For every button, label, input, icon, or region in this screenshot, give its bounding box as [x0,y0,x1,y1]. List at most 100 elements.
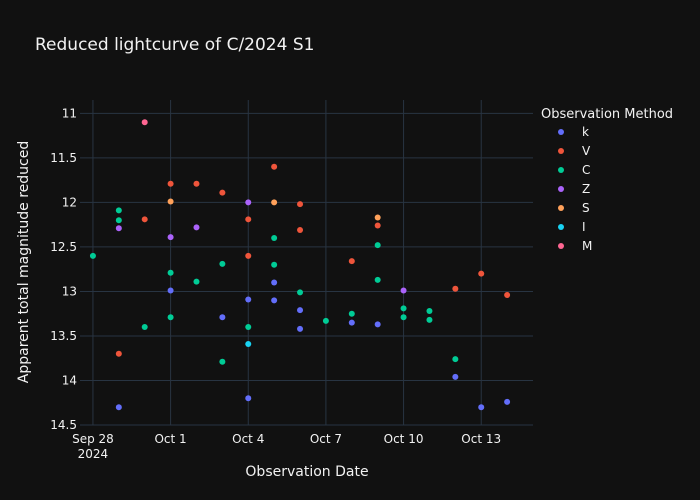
data-point-S[interactable] [167,198,174,205]
data-point-V[interactable] [504,292,511,298]
legend-item-M[interactable]: M [558,239,592,253]
data-point-V[interactable] [297,227,304,233]
data-point-V[interactable] [271,163,278,170]
data-point-C[interactable] [271,261,278,268]
y-tick-label: 12 [62,195,77,209]
data-point-M[interactable] [141,119,148,126]
legend-label: Z [582,182,590,196]
legend-marker [558,205,564,211]
x-tick-label: Oct 4 [232,432,264,446]
data-point-C[interactable] [89,252,96,259]
data-point-Z[interactable] [400,287,407,294]
data-point-C[interactable] [115,207,122,214]
data-point-C[interactable] [141,324,148,331]
legend-label: I [582,220,586,234]
data-point-C[interactable] [245,324,252,331]
data-point-C[interactable] [193,278,200,285]
data-point-V[interactable] [297,201,304,208]
x-tick-label: Oct 1 [154,432,186,446]
legend-label: M [582,239,592,253]
legend-item-Z[interactable]: Z [558,182,590,196]
legend-marker [558,186,564,192]
data-point-k[interactable] [245,395,252,402]
data-point-C[interactable] [426,308,433,315]
data-point-k[interactable] [452,373,459,380]
data-point-V[interactable] [478,270,485,277]
data-point-Z[interactable] [115,225,122,232]
data-point-Z[interactable] [167,234,174,241]
data-point-C[interactable] [219,260,226,267]
data-point-C[interactable] [167,314,174,321]
data-point-k[interactable] [297,307,304,314]
data-point-C[interactable] [400,314,407,321]
data-point-k[interactable] [167,287,174,294]
legend-title: Observation Method [541,107,673,122]
chart-title: Reduced lightcurve of C/2024 S1 [35,35,314,55]
legend-item-k[interactable]: k [558,125,589,139]
data-point-k[interactable] [504,398,511,405]
data-point-V[interactable] [245,216,252,223]
data-point-C[interactable] [219,358,226,365]
y-tick-label: 13 [62,284,77,298]
data-point-C[interactable] [374,276,381,283]
data-point-Z[interactable] [193,224,200,231]
data-point-k[interactable] [245,296,252,303]
data-point-k[interactable] [348,319,355,326]
legend-label: k [582,125,589,139]
data-point-Z[interactable] [245,199,252,206]
legend-item-S[interactable]: S [558,201,590,215]
x-tick-label: Sep 28 [72,432,114,446]
legend-marker [558,129,564,135]
legend-item-C[interactable]: C [558,163,590,177]
legend-marker [558,243,564,249]
data-point-V[interactable] [245,252,252,259]
data-point-k[interactable] [219,314,226,321]
legend-item-I[interactable]: I [558,220,586,234]
data-point-S[interactable] [271,199,278,206]
data-point-k[interactable] [115,404,122,411]
x-tick-label: Oct 7 [310,432,342,446]
data-point-C[interactable] [452,356,459,363]
data-point-C[interactable] [271,235,278,242]
legend-marker [558,167,564,173]
data-point-k[interactable] [374,321,381,328]
data-point-k[interactable] [297,325,304,332]
data-point-k[interactable] [478,404,485,411]
data-point-V[interactable] [193,180,200,187]
data-point-V[interactable] [452,285,459,292]
y-tick-label: 14 [62,373,77,387]
y-tick-label: 11.5 [50,151,77,165]
data-point-V[interactable] [167,180,174,187]
y-tick-label: 13.5 [50,329,77,343]
x-tick-label: Oct 13 [461,432,501,446]
data-point-k[interactable] [271,297,278,304]
data-point-V[interactable] [348,258,355,265]
data-point-C[interactable] [374,242,381,249]
data-point-V[interactable] [374,222,381,229]
y-axis-title: Apparent total magnitude reduced [16,141,32,383]
data-point-V[interactable] [115,350,122,357]
legend-label: C [582,163,590,177]
data-point-C[interactable] [322,317,329,324]
data-points[interactable] [89,119,511,411]
y-tick-label: 14.5 [50,418,77,432]
data-point-V[interactable] [141,216,148,223]
data-point-V[interactable] [219,189,226,196]
data-point-k[interactable] [271,279,278,286]
data-point-C[interactable] [167,269,174,276]
data-point-C[interactable] [348,310,355,317]
data-point-C[interactable] [426,316,433,323]
grid [80,100,533,426]
data-point-C[interactable] [400,305,407,312]
data-point-C[interactable] [297,289,304,296]
data-point-S[interactable] [374,214,381,221]
data-point-C[interactable] [115,217,122,224]
legend-marker [558,148,564,154]
legend-item-V[interactable]: V [558,144,591,158]
data-point-I[interactable] [245,340,252,347]
